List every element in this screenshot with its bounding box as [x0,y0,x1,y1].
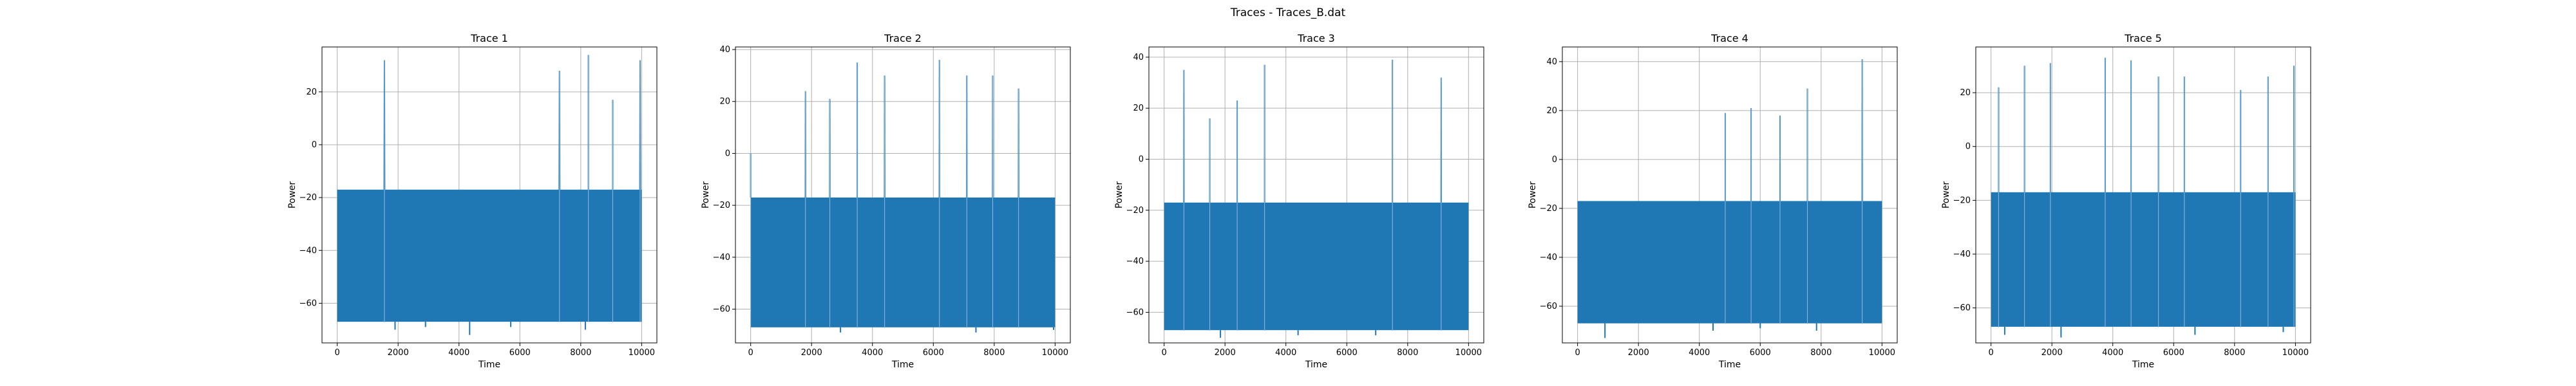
y-tick-label: −20 [713,201,730,210]
x-tick-label: 6000 [509,348,531,358]
y-tick-label: 20 [1960,88,1971,98]
x-axis-label: Time [2132,360,2154,370]
x-axis-label: Time [1305,360,1327,370]
subplot-4: 0 2000 4000 6000 8000 10000 −60 −40 −20 0 20 40 Trac… [1528,32,1898,370]
y-tick-label: 20 [719,97,730,107]
x-tick-label: 10000 [2282,348,2309,358]
x-axis-label: Time [478,360,500,370]
y-tick-label: 0 [1965,142,1971,152]
x-tick-label: 10000 [629,348,655,358]
trace-data [337,55,642,335]
subplot-title: Trace 1 [470,32,508,44]
x-tick-label: 2000 [801,348,822,358]
y-tick-label: 0 [312,140,317,150]
y-tick-label: −40 [299,246,317,255]
y-tick-label: −40 [713,253,730,262]
x-tick-label: 10000 [1869,348,1895,358]
trace-band [750,198,1056,327]
axes-frame [1148,46,1484,344]
figure-title: Traces - Traces_B.dat [1230,6,1346,19]
axes-frame [1975,46,2311,344]
x-tick-label: 2000 [2041,348,2063,358]
y-tick-label: 0 [1552,155,1557,165]
axes-frame [321,46,658,344]
x-tick-label: 0 [1988,348,1993,358]
y-tick-label: 40 [719,45,730,55]
subplot-2: 0 2000 4000 6000 8000 10000 −60 −40 −20 0 20 40 Trac… [701,32,1071,370]
x-tick-label: 4000 [2102,348,2123,358]
y-axis-label: Power [1528,181,1538,209]
axes-frame [735,46,1071,344]
x-axis-label: Time [891,360,914,370]
x-tick-label: 6000 [2163,348,2184,358]
y-axis-label: Power [1941,181,1951,209]
x-tick-label: 2000 [1215,348,1236,358]
y-tick-label: −60 [713,305,730,315]
x-tick-label: 6000 [1336,348,1358,358]
y-tick-label: 20 [1133,104,1144,113]
x-tick-label: 0 [1161,348,1166,358]
x-tick-label: 0 [748,348,753,358]
y-tick-label: 20 [1546,106,1557,116]
x-tick-label: 8000 [2224,348,2245,358]
x-tick-label: 4000 [1275,348,1296,358]
x-tick-label: 8000 [983,348,1005,358]
x-tick-label: 4000 [1689,348,1710,358]
trace-band [1164,202,1469,331]
y-axis-label: Power [701,181,711,209]
y-tick-label: 40 [1546,57,1557,67]
x-tick-label: 0 [334,348,339,358]
subplot-title: Trace 3 [1297,32,1335,44]
y-tick-label: −60 [1540,302,1557,311]
y-tick-label: −20 [299,193,317,203]
y-tick-label: −20 [1953,196,1971,205]
trace-band [1577,201,1882,324]
x-tick-label: 4000 [448,348,469,358]
x-tick-label: 2000 [1628,348,1649,358]
y-axis-label: Power [287,181,298,209]
trace-data [1991,57,2296,338]
x-tick-label: 8000 [570,348,591,358]
x-axis-label: Time [1718,360,1741,370]
x-tick-label: 2000 [388,348,409,358]
y-tick-label: 20 [306,87,317,97]
subplot-3: 0 2000 4000 6000 8000 10000 −60 −40 −20 0 20 40 Trac… [1114,32,1484,370]
y-tick-label: −60 [1953,304,1971,313]
y-tick-label: −40 [1953,250,1971,259]
trace-band [1991,192,2296,327]
y-tick-label: −20 [1126,206,1144,216]
subplot-title: Trace 4 [1710,32,1748,44]
y-tick-label: 40 [1133,53,1144,62]
x-tick-label: 8000 [1810,348,1832,358]
trace-data [1164,59,1469,338]
trace-data [750,60,1056,333]
y-tick-label: −60 [1126,308,1144,317]
y-tick-label: −20 [1540,204,1557,214]
x-tick-label: 6000 [1750,348,1771,358]
subplot-1: 0 2000 4000 6000 8000 10000 −60 −40 −20 0 20 Trace … [287,32,658,370]
y-axis-label: Power [1114,181,1124,209]
y-tick-label: −60 [299,299,317,308]
y-tick-label: −40 [1540,253,1557,262]
trace-band [337,189,642,322]
x-tick-label: 0 [1575,348,1580,358]
subplot-5: 0 2000 4000 6000 8000 10000 −60 −40 −20 0 20 Trace … [1941,32,2311,370]
x-tick-label: 4000 [862,348,883,358]
x-tick-label: 8000 [1397,348,1418,358]
y-tick-label: 0 [1139,154,1144,164]
axes-frame [1562,46,1898,344]
subplot-title: Trace 2 [884,32,922,44]
x-tick-label: 10000 [1455,348,1482,358]
x-tick-label: 10000 [1042,348,1068,358]
trace-data [1577,59,1882,338]
x-tick-label: 6000 [923,348,944,358]
y-tick-label: 0 [725,149,730,158]
y-tick-label: −40 [1126,257,1144,266]
subplot-title: Trace 5 [2124,32,2162,44]
